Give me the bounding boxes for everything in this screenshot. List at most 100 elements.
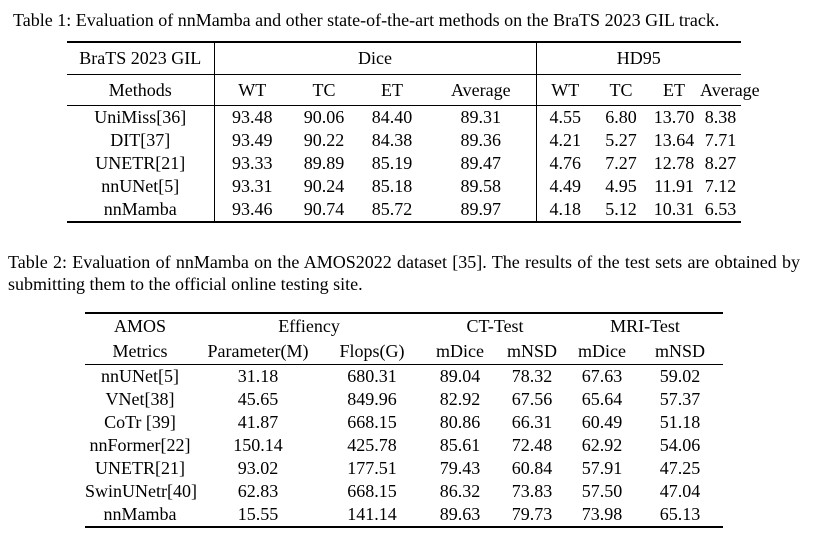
col-header: WT <box>213 74 290 106</box>
value-cell: 67.56 <box>511 389 553 409</box>
value-cell: 84.40 <box>371 107 413 127</box>
value-cell: 4.95 <box>605 176 637 196</box>
col-header: WT <box>535 74 595 106</box>
col-header: mDice <box>567 338 638 365</box>
value-cell: 85.61 <box>439 435 481 455</box>
value-cell: 89.97 <box>460 199 502 219</box>
value-cell: 47.04 <box>659 481 701 501</box>
value-cell: 47.25 <box>659 458 701 478</box>
value-cell: 4.76 <box>535 152 595 175</box>
value-cell: 85.18 <box>371 176 413 196</box>
col-header: TC <box>594 74 649 106</box>
value-cell: 4.55 <box>535 105 595 129</box>
value-cell: 45.65 <box>237 389 279 409</box>
value-cell: 41.87 <box>237 412 279 432</box>
table-row: nnMamba 15.55 141.14 89.63 79.73 73.98 6… <box>85 503 723 527</box>
method-cell: DIT[37] <box>110 130 171 150</box>
value-cell: 150.14 <box>233 435 283 455</box>
value-cell: 13.64 <box>653 130 695 150</box>
value-cell: 31.18 <box>237 366 279 386</box>
value-cell: 73.83 <box>511 481 553 501</box>
col-header: mDice <box>423 338 498 365</box>
value-cell: 59.02 <box>659 366 701 386</box>
method-cell: UNETR[21] <box>95 458 185 478</box>
table1-caption: Table 1: Evaluation of nnMamba and other… <box>13 10 720 30</box>
value-cell: 89.63 <box>439 504 481 524</box>
value-cell: 80.86 <box>439 412 481 432</box>
value-cell: 66.31 <box>511 412 553 432</box>
value-cell: 89.47 <box>460 153 502 173</box>
table1-column-header-row: Methods WT TC ET Average WT TC ET Averag… <box>67 74 760 106</box>
value-cell: 141.14 <box>347 504 397 524</box>
table2-group-header-efficiency: Effiency <box>278 315 340 336</box>
table2-column-header-row: Metrics Parameter(M) Flops(G) mDice mNSD… <box>85 338 724 365</box>
col-header: Flops(G) <box>321 338 424 365</box>
value-cell: 60.49 <box>581 412 623 432</box>
method-cell: nnUNet[5] <box>101 176 180 196</box>
value-cell: 6.53 <box>704 199 737 219</box>
table1-group-header-hd95: HD95 <box>535 42 742 75</box>
value-cell: 79.73 <box>511 504 553 524</box>
value-cell: 90.74 <box>303 199 345 219</box>
value-cell: 79.43 <box>439 458 481 478</box>
value-cell: 85.72 <box>371 199 413 219</box>
col-header: ET <box>648 74 701 106</box>
col-header: Metrics <box>85 338 195 365</box>
value-cell: 12.78 <box>653 153 695 173</box>
col-header: mNSD <box>497 338 568 365</box>
value-cell: 84.38 <box>371 130 413 150</box>
table2-group-header-ct-test: CT-Test <box>466 315 524 336</box>
table-row: UNETR[21] 93.02 177.51 79.43 60.84 57.91… <box>85 457 723 480</box>
value-cell: 13.70 <box>653 107 695 127</box>
value-cell: 65.64 <box>581 389 623 409</box>
method-cell: UNETR[21] <box>95 153 186 173</box>
method-cell: nnMamba <box>103 199 177 219</box>
value-cell: 6.80 <box>605 107 637 127</box>
value-cell: 7.71 <box>704 130 737 150</box>
method-cell: nnMamba <box>103 504 177 524</box>
value-cell: 668.15 <box>347 481 397 501</box>
col-header: Average <box>426 74 537 106</box>
value-cell: 67.63 <box>581 366 623 386</box>
table-row: nnUNet[5] 31.18 680.31 89.04 78.32 67.63… <box>85 365 723 389</box>
value-cell: 54.06 <box>659 435 701 455</box>
value-cell: 4.18 <box>535 198 595 222</box>
col-header: Parameter(M) <box>195 338 321 365</box>
value-cell: 15.55 <box>237 504 279 524</box>
table-row: UniMiss[36] 93.48 90.06 84.40 89.31 4.55… <box>67 105 741 129</box>
col-header: TC <box>290 74 358 106</box>
value-cell: 7.27 <box>605 153 637 173</box>
value-cell: 5.27 <box>605 130 637 150</box>
value-cell: 89.04 <box>439 366 481 386</box>
method-cell: VNet[38] <box>105 389 175 409</box>
value-cell: 93.33 <box>213 152 290 175</box>
value-cell: 89.31 <box>460 107 502 127</box>
table-row: VNet[38] 45.65 849.96 82.92 67.56 65.64 … <box>85 388 723 411</box>
value-cell: 78.32 <box>511 366 553 386</box>
value-cell: 90.22 <box>303 130 345 150</box>
method-cell: SwinUNetr[40] <box>85 481 197 501</box>
value-cell: 93.02 <box>237 458 279 478</box>
value-cell: 89.36 <box>460 130 502 150</box>
value-cell: 177.51 <box>347 458 397 478</box>
table2-caption: Table 2: Evaluation of nnMamba on the AM… <box>8 252 800 294</box>
value-cell: 60.84 <box>511 458 553 478</box>
value-cell: 425.78 <box>347 435 397 455</box>
value-cell: 62.83 <box>237 481 279 501</box>
value-cell: 93.49 <box>213 129 290 152</box>
method-cell: nnFormer[22] <box>89 435 191 455</box>
amos-results-table: AMOS Effiency CT-Test MRI-Test Metrics P… <box>85 312 724 528</box>
value-cell: 11.91 <box>654 176 694 196</box>
table-row: DIT[37] 93.49 90.22 84.38 89.36 4.21 5.2… <box>67 129 741 152</box>
table1-group-header-row: BraTS 2023 GIL Dice HD95 <box>67 42 742 75</box>
value-cell: 4.21 <box>535 129 595 152</box>
method-cell: UniMiss[36] <box>94 107 187 127</box>
value-cell: 8.38 <box>704 107 737 127</box>
col-header: Average <box>700 74 760 106</box>
table2-corner-header: AMOS <box>113 315 166 336</box>
table2-group-header-row: AMOS Effiency CT-Test MRI-Test <box>85 313 723 338</box>
table-row: nnFormer[22] 150.14 425.78 85.61 72.48 6… <box>85 434 723 457</box>
value-cell: 89.89 <box>303 153 345 173</box>
method-cell: nnUNet[5] <box>101 366 179 386</box>
